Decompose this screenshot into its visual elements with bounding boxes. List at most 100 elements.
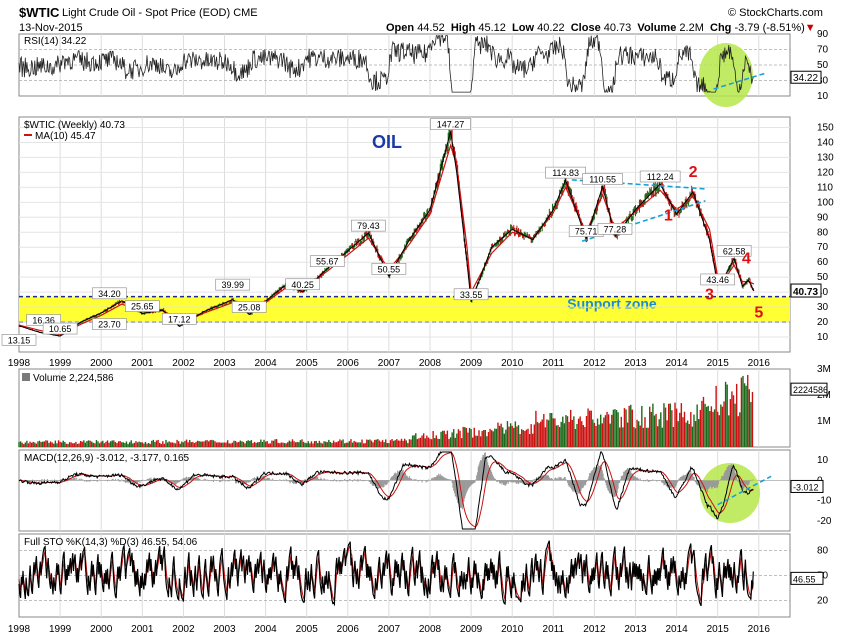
sto-y-tick: 80 (817, 546, 829, 557)
price-y-tick: 150 (817, 122, 834, 133)
volume-y-tick: 1M (817, 416, 831, 427)
volume-last-value: 2224586 (793, 385, 828, 395)
price-x-tick: 2008 (419, 358, 442, 369)
price-label-box (430, 118, 471, 130)
price-y-tick: 120 (817, 167, 834, 178)
sto-x-tick: 2009 (460, 624, 483, 635)
price-label-box (1, 334, 37, 346)
price-label: 23.70 (98, 320, 121, 330)
price-label: 10.65 (49, 324, 72, 334)
sto-x-tick: 2004 (254, 624, 277, 635)
price-x-tick: 2005 (296, 358, 319, 369)
sto-x-tick: 2011 (543, 624, 565, 635)
sto-x-tick: 2006 (337, 624, 360, 635)
price-label-box (597, 223, 633, 235)
chart-date: 13-Nov-2015 (19, 22, 83, 34)
sto-x-tick: 2014 (665, 624, 688, 635)
price-x-tick: 2001 (131, 358, 154, 369)
sto-last-value: 46.55 (793, 574, 816, 584)
price-x-tick: 2000 (90, 358, 113, 369)
price-x-tick: 2011 (543, 358, 565, 369)
macd-y-tick: -20 (817, 516, 832, 527)
macd-y-tick: 10 (817, 455, 829, 466)
price-y-tick: 80 (817, 227, 829, 238)
rsi-y-tick: 70 (817, 45, 829, 56)
price-x-tick: 2003 (213, 358, 236, 369)
volume-legend-swatch (22, 373, 30, 381)
price-label-box (125, 300, 160, 312)
price-label-box (92, 287, 127, 300)
price-y-tick: 70 (817, 242, 829, 253)
macd-signal-line (18, 452, 754, 528)
price-label-box (371, 263, 407, 275)
volume-panel (18, 368, 791, 448)
wave-label-1: 1 (664, 207, 673, 224)
price-label-box (231, 301, 267, 313)
macd-panel-title: MACD(12,26,9) -3.012, -3.177, 0.165 (24, 453, 190, 464)
sto-panel-title: Full STO %K(14,3) %D(3) 46.55, 54.06 (24, 537, 198, 548)
price-x-tick: 2009 (460, 358, 483, 369)
price-label: 40.25 (291, 280, 314, 290)
price-label: 17.12 (168, 314, 191, 324)
source-label: © StockCharts.com (728, 7, 823, 19)
wave-label-5: 5 (754, 305, 763, 322)
symbol-title: $WTIC (19, 5, 60, 20)
price-last-value: 40.73 (793, 287, 818, 298)
price-x-tick: 2010 (501, 358, 524, 369)
sto-x-tick: 2001 (131, 624, 154, 635)
price-label-box (309, 255, 345, 267)
price-label: 77.28 (604, 224, 627, 234)
price-y-tick: 60 (817, 257, 829, 268)
sto-x-tick: 2000 (90, 624, 113, 635)
macd-last-value-box (790, 479, 824, 493)
price-label-box (351, 219, 386, 232)
price-x-tick: 2006 (337, 358, 360, 369)
price-line (18, 131, 755, 337)
price-x-tick: 2007 (378, 358, 401, 369)
price-label: 16.36 (32, 316, 55, 326)
volume-panel-title: Volume 2,224,586 (33, 373, 114, 384)
rsi-y-tick: 50 (817, 60, 829, 71)
price-label: 50.55 (378, 264, 401, 274)
rsi-panel-title: RSI(14) 34.22 (24, 36, 87, 47)
price-label-box (582, 173, 623, 185)
price-y-tick: 130 (817, 152, 834, 163)
price-x-tick: 2004 (254, 358, 277, 369)
price-label-box (716, 245, 752, 257)
sto-x-tick: 2002 (172, 624, 195, 635)
triangle-lower-trendline (581, 200, 706, 242)
price-x-tick: 2014 (665, 358, 688, 369)
ma-legend-label: MA(10) 45.47 (35, 131, 96, 142)
sto-x-tick: 2012 (583, 624, 606, 635)
price-label-box (639, 170, 681, 183)
wave-label-4: 4 (742, 251, 751, 268)
price-label: 114.83 (552, 168, 579, 178)
price-x-tick: 2012 (583, 358, 606, 369)
price-label: 75.71 (575, 227, 598, 237)
price-x-tick: 2013 (624, 358, 647, 369)
price-y-tick: 50 (817, 272, 829, 283)
sto-x-tick: 2005 (296, 624, 319, 635)
macd-y-tick: -10 (817, 496, 832, 507)
price-label: 43.46 (706, 275, 729, 285)
macd-line (18, 450, 754, 530)
instrument-name: Light Crude Oil - Spot Price (EOD) CME (62, 7, 258, 19)
price-label: 13.15 (8, 335, 31, 345)
price-label: 147.27 (437, 120, 465, 130)
price-label: 25.65 (131, 302, 154, 312)
sto-x-tick: 2008 (419, 624, 442, 635)
sto-x-tick: 2010 (501, 624, 524, 635)
sto-k-line (18, 540, 754, 607)
sto-y-tick: 20 (817, 595, 829, 606)
oil-title: OIL (372, 132, 402, 152)
rsi-y-tick: 30 (817, 76, 829, 87)
price-label: 62.58 (723, 246, 746, 256)
rsi-last-value: 34.22 (793, 73, 818, 84)
support-zone-label: Support zone (567, 296, 657, 312)
sto-x-tick: 2015 (707, 624, 730, 635)
macd-last-value: -3.012 (793, 482, 819, 492)
rsi-last-value-box (790, 70, 822, 84)
sto-x-tick: 2007 (378, 624, 401, 635)
price-label-box (42, 322, 78, 335)
price-x-tick: 1999 (49, 358, 72, 369)
